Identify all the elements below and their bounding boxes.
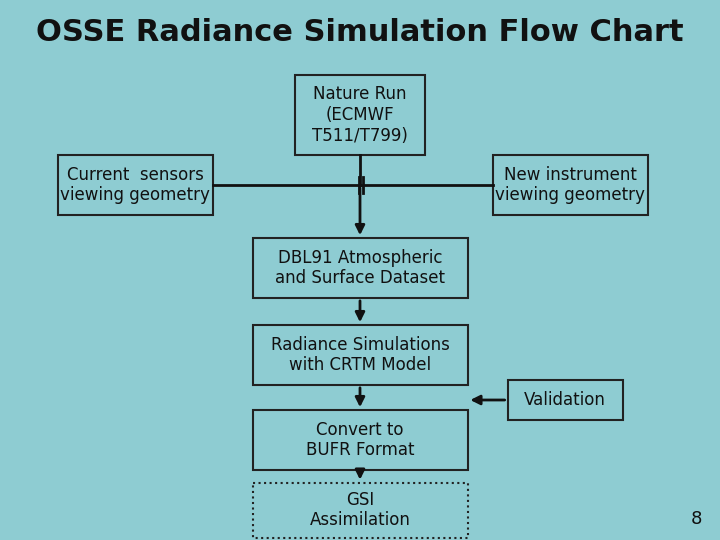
- Text: Radiance Simulations
with CRTM Model: Radiance Simulations with CRTM Model: [271, 335, 449, 374]
- Text: Validation: Validation: [524, 391, 606, 409]
- Text: 8: 8: [690, 510, 702, 528]
- Text: Nature Run
(ECMWF
T511/T799): Nature Run (ECMWF T511/T799): [312, 85, 408, 145]
- FancyBboxPatch shape: [492, 155, 647, 215]
- Text: OSSE Radiance Simulation Flow Chart: OSSE Radiance Simulation Flow Chart: [36, 18, 684, 47]
- Text: GSI
Assimilation: GSI Assimilation: [310, 491, 410, 529]
- Text: DBL91 Atmospheric
and Surface Dataset: DBL91 Atmospheric and Surface Dataset: [275, 248, 445, 287]
- FancyBboxPatch shape: [253, 410, 467, 470]
- Text: Convert to
BUFR Format: Convert to BUFR Format: [306, 421, 414, 460]
- FancyBboxPatch shape: [253, 325, 467, 385]
- FancyBboxPatch shape: [508, 380, 623, 420]
- FancyBboxPatch shape: [253, 483, 467, 537]
- Text: Current  sensors
viewing geometry: Current sensors viewing geometry: [60, 166, 210, 205]
- Text: New instrument
viewing geometry: New instrument viewing geometry: [495, 166, 645, 205]
- FancyBboxPatch shape: [253, 238, 467, 298]
- FancyBboxPatch shape: [58, 155, 212, 215]
- FancyBboxPatch shape: [295, 75, 425, 155]
